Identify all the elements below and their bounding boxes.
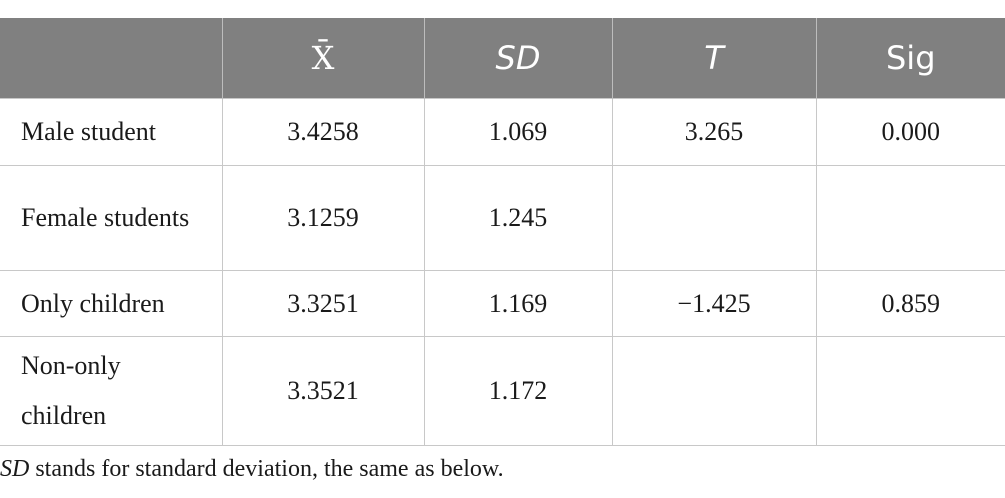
- cell: 1.069: [423, 98, 613, 166]
- cell: 3.3251: [221, 270, 425, 337]
- cell: 3.1259: [221, 165, 425, 271]
- row: Female students 3.1259 1.245: [0, 165, 1005, 271]
- cell: [815, 336, 1005, 446]
- footnote: SD stands for standard deviation, the sa…: [0, 456, 504, 483]
- cell: [611, 336, 817, 446]
- cell: 1.245: [423, 165, 613, 271]
- label-text: Only children: [21, 288, 165, 318]
- cell: [611, 165, 817, 271]
- row: Male student 3.4258 1.069 3.265 0.000: [0, 98, 1005, 166]
- cell: [815, 165, 1005, 271]
- header-cell: SD: [423, 18, 612, 99]
- cell: 1.169: [423, 270, 613, 337]
- row: Only children 3.3251 1.169 −1.425 0.859: [0, 270, 1005, 337]
- row-label: Male student: [0, 98, 223, 166]
- cell: 1.172: [423, 336, 613, 446]
- cell: −1.425: [611, 270, 817, 337]
- label-text: Non-only children: [21, 351, 121, 430]
- cell: 3.265: [611, 98, 817, 166]
- cell: 0.000: [815, 98, 1005, 166]
- row: Non-only children 3.3521 1.172: [0, 336, 1005, 446]
- row-label: Non-only children: [0, 336, 223, 446]
- cell: 3.3521: [221, 336, 425, 446]
- row-label: Only children: [0, 270, 223, 337]
- label-text: Female students: [21, 203, 190, 232]
- cell: 3.4258: [221, 98, 425, 166]
- header-row: X̄ SD T Sig: [0, 18, 1005, 99]
- label-text: Male student: [21, 117, 157, 146]
- footnote-abbr: SD: [0, 456, 30, 482]
- row-label: Female students: [0, 165, 223, 271]
- header-cell: [0, 18, 222, 99]
- cell: 0.859: [815, 270, 1005, 337]
- header-cell: Sig: [815, 18, 1005, 99]
- footnote-text: stands for standard deviation, the same …: [35, 456, 504, 482]
- data-table: X̄ SD T Sig Male student 3.4258 1.069 3.…: [0, 18, 1005, 446]
- header-cell: T: [611, 18, 816, 99]
- header-cell: X̄: [221, 18, 424, 99]
